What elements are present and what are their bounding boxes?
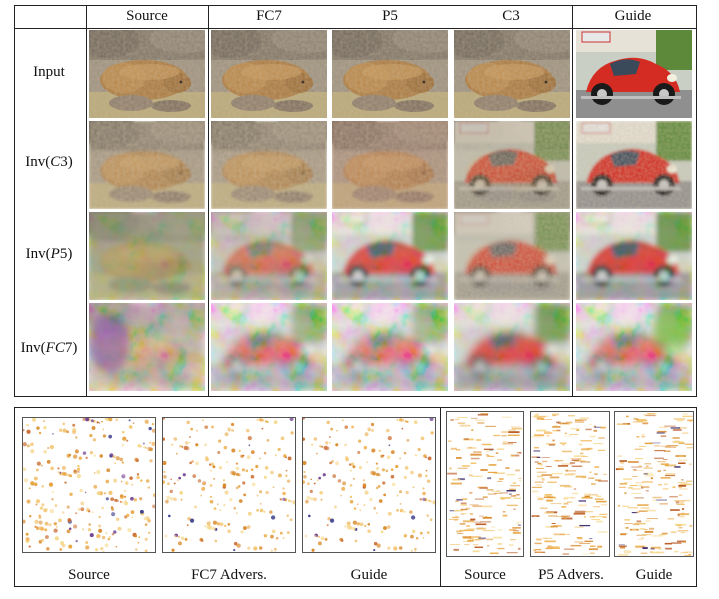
bottom-group-divider	[440, 407, 441, 587]
row-label-inv-p5: Inv(P5)	[25, 246, 73, 262]
fc7-guide-activation-plot	[302, 417, 436, 553]
input-fc7-image	[211, 30, 327, 118]
caption-p5-source: Source	[464, 567, 506, 583]
fc7-source-activation-plot	[22, 417, 156, 553]
input-guide-image	[576, 30, 692, 118]
column-header-source: Source	[126, 8, 168, 24]
column-header-guide: Guide	[614, 8, 652, 24]
inv-fc7-c3-image	[454, 303, 570, 391]
inv-c3-source-image	[89, 121, 205, 209]
p5-guide-activation-plot	[614, 411, 694, 557]
inv-fc7-source-image	[89, 303, 205, 391]
inv-c3-guide-image	[576, 121, 692, 209]
inv-fc7-guide-image	[576, 303, 692, 391]
caption-fc7-source: Source	[68, 567, 110, 583]
row-label-inv-fc7: Inv(FC7)	[20, 340, 78, 356]
row-label-input: Input	[33, 64, 65, 80]
input-source-image	[89, 30, 205, 118]
caption-fc7-adversarial: FC7 Advers.	[191, 567, 267, 583]
inv-p5-fc7-image	[211, 212, 327, 300]
inv-p5-guide-image	[576, 212, 692, 300]
top-table-frame	[14, 5, 697, 397]
column-header-c3: C3	[502, 8, 520, 24]
inv-p5-source-image	[89, 212, 205, 300]
inv-c3-p5-image	[332, 121, 448, 209]
input-c3-image	[454, 30, 570, 118]
column-header-p5: P5	[382, 8, 398, 24]
bottom-frame	[14, 407, 697, 587]
caption-fc7-guide: Guide	[350, 567, 388, 583]
p5-adversarial-activation-plot	[530, 411, 610, 557]
guide-column-rule	[572, 5, 573, 397]
source-column-rule	[208, 5, 209, 397]
caption-p5-guide: Guide	[635, 567, 673, 583]
column-header-fc7: FC7	[256, 8, 282, 24]
inv-fc7-p5-image	[332, 303, 448, 391]
label-column-rule	[86, 5, 87, 397]
inv-p5-c3-image	[454, 212, 570, 300]
p5-source-activation-plot	[446, 411, 524, 557]
fc7-adversarial-activation-plot	[162, 417, 296, 553]
inv-p5-p5-image	[332, 212, 448, 300]
row-label-inv-c3: Inv(C3)	[25, 154, 73, 170]
input-p5-image	[332, 30, 448, 118]
header-rule	[14, 28, 697, 29]
inv-c3-fc7-image	[211, 121, 327, 209]
inv-fc7-fc7-image	[211, 303, 327, 391]
inv-c3-c3-image	[454, 121, 570, 209]
caption-p5-adversarial: P5 Advers.	[538, 567, 604, 583]
